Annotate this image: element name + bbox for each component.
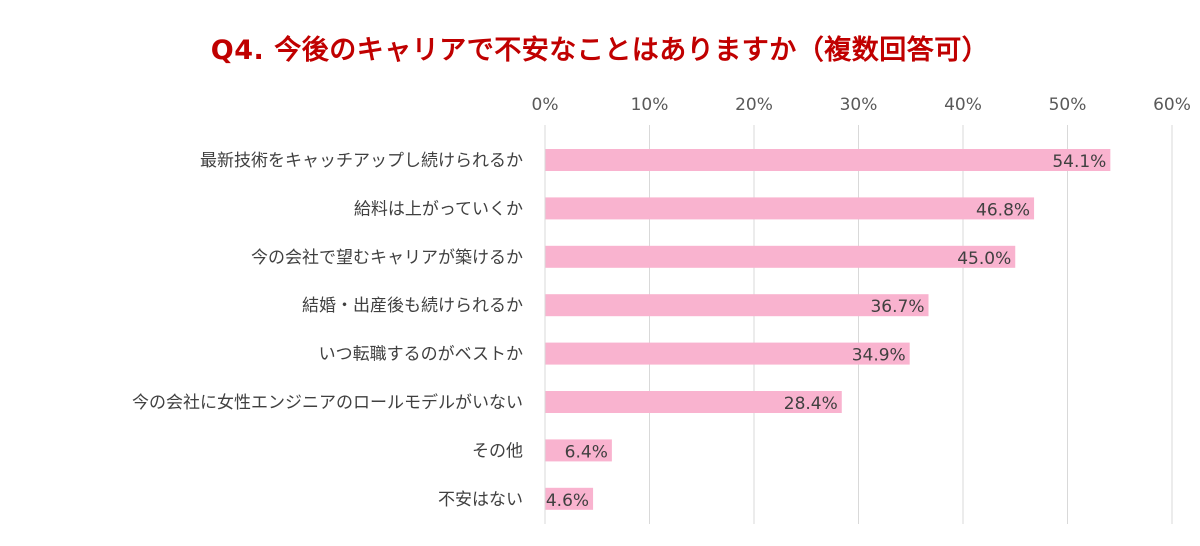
x-tick-label: 40%: [944, 95, 982, 115]
bar: [545, 391, 842, 413]
x-tick-label: 30%: [840, 95, 878, 115]
data-label: 36.7%: [870, 297, 924, 317]
category-label: 今の会社で望むキャリアが築けるか: [251, 248, 523, 268]
category-label: 給料は上がっていくか: [354, 199, 523, 219]
bar: [545, 149, 1111, 171]
data-label: 4.6%: [546, 491, 589, 511]
bar: [545, 439, 612, 462]
x-tick-label: 10%: [631, 95, 669, 115]
category-label: 結婚・出産後も続けられるか: [302, 296, 523, 316]
category-label: 不安はない: [438, 490, 523, 510]
data-label: 34.9%: [852, 346, 906, 366]
category-label: 今の会社に女性エンジニアのロールモデルがいない: [132, 392, 523, 413]
category-label: いつ転職するのがベストか: [319, 345, 523, 365]
bar: [545, 197, 1035, 220]
data-label: 45.0%: [957, 249, 1011, 269]
data-label: 28.4%: [784, 394, 838, 414]
x-tick-label: 20%: [735, 95, 773, 115]
bar: [545, 342, 910, 365]
chart-title: Q4. 今後のキャリアで不安なことはありますか（複数回答可）: [210, 35, 990, 66]
x-tick-label: 50%: [1049, 95, 1087, 115]
category-label: 最新技術をキャッチアップし続けられるか: [200, 151, 523, 171]
bar: [545, 245, 1016, 268]
data-label: 54.1%: [1052, 152, 1106, 172]
category-label: その他: [472, 441, 523, 461]
bar: [545, 487, 594, 510]
data-label: 6.4%: [565, 442, 608, 462]
bar: [545, 294, 929, 317]
x-tick-label: 60%: [1153, 95, 1191, 115]
x-tick-label: 0%: [532, 95, 559, 115]
data-label: 46.8%: [976, 200, 1030, 220]
